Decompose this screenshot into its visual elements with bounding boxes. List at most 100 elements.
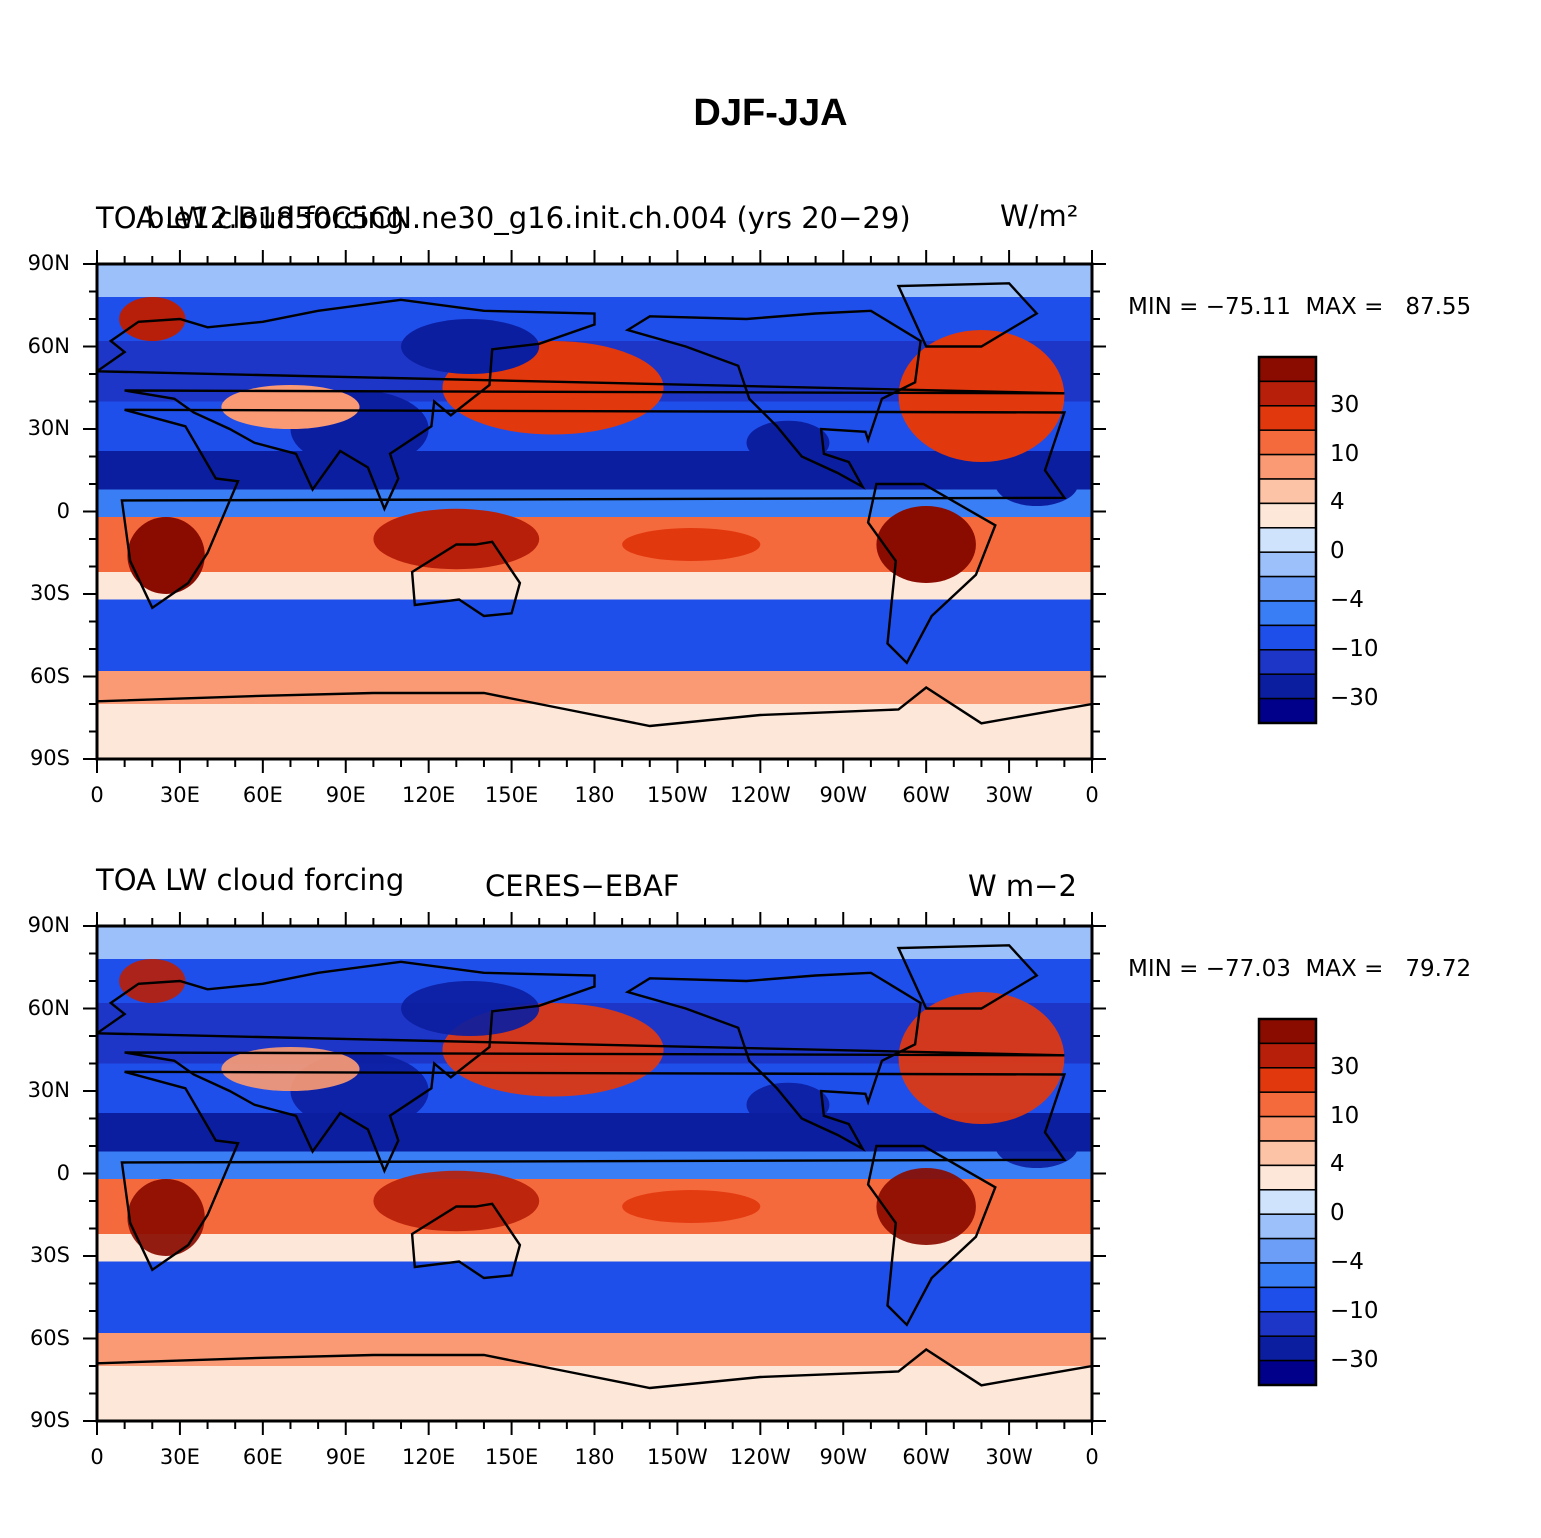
colorbar-box: [1258, 1189, 1317, 1215]
lon-label: 30E: [159, 1445, 200, 1469]
lat-label: 30S: [29, 1243, 70, 1267]
colorbar-label: 30: [1330, 391, 1360, 418]
colorbar-box: [1258, 527, 1317, 553]
lat-label: 90S: [29, 1408, 70, 1432]
colorbar-box: [1258, 380, 1317, 407]
lon-label: 0: [1085, 1445, 1099, 1469]
lat-label: 30S: [29, 581, 70, 605]
lat-label: 90N: [27, 251, 70, 275]
coastline: [896, 944, 1039, 1010]
coastline: [624, 309, 922, 490]
lat-label: 60S: [29, 1325, 70, 1350]
contour-region: [119, 959, 186, 1003]
coastline: [120, 1070, 1067, 1272]
lon-label: 90E: [325, 783, 366, 807]
colorbar-label: 4: [1330, 489, 1345, 516]
observation-panel: TOA LW cloud forcing CERES−EBAF W m−2 MI…: [0, 852, 1541, 1512]
lon-label: 180: [574, 783, 615, 807]
lat-label: 60N: [27, 995, 70, 1020]
colorbar-box: [1258, 649, 1317, 675]
colorbar-box: [1258, 356, 1317, 383]
contour-region: [995, 1124, 1079, 1168]
coastline: [97, 298, 1065, 512]
lon-label: 90E: [325, 1445, 366, 1469]
lon-label: 120W: [729, 783, 791, 807]
colorbar-box: [1258, 551, 1317, 578]
colorbar-label: −30: [1330, 684, 1379, 711]
contour-region: [401, 319, 540, 374]
colorbar-box: [1258, 1091, 1317, 1118]
colorbar-frame: [1257, 355, 1318, 725]
contour-region: [746, 1082, 830, 1127]
colorbar-label: −10: [1330, 635, 1379, 662]
contour-region: [119, 297, 186, 341]
coastline: [410, 540, 522, 618]
contour-region: [373, 1170, 540, 1232]
coastline: [410, 1202, 522, 1280]
colorbar-box: [1258, 1262, 1317, 1289]
colorbar-box: [1258, 405, 1317, 431]
colorbar-frame: [1257, 1017, 1318, 1387]
lat-label: 0: [56, 498, 70, 523]
lon-label: 120W: [729, 1445, 791, 1469]
lat-label: 0: [56, 1160, 70, 1185]
coastline: [97, 686, 1092, 728]
colorbar-box: [1258, 624, 1317, 651]
lat-label: 30N: [27, 1078, 70, 1102]
lon-label: 180: [574, 1445, 615, 1469]
colorbar-box: [1258, 453, 1317, 480]
contour-region: [127, 1179, 205, 1256]
colorbar-label: 4: [1330, 1151, 1345, 1178]
colorbar-label: −10: [1330, 1297, 1379, 1324]
coastline: [624, 971, 922, 1152]
panel-units: W/m²: [1000, 199, 1079, 233]
colorbar-box: [1258, 478, 1317, 505]
colorbar-box: [1258, 1042, 1317, 1069]
contour-region: [221, 1047, 360, 1091]
lat-label: 60S: [29, 663, 70, 688]
colorbar-label: 0: [1330, 1200, 1345, 1227]
contour-band: [97, 1261, 1092, 1333]
colorbar-box: [1258, 1286, 1317, 1313]
figure-title: DJF-JJA: [693, 92, 848, 134]
colorbar-label: −4: [1330, 1249, 1364, 1275]
colorbar-box: [1258, 1067, 1317, 1093]
colorbar-label: 10: [1330, 1102, 1360, 1129]
lat-label: 90N: [27, 913, 70, 937]
colorbar-label: 0: [1330, 538, 1345, 565]
contour-region: [898, 992, 1065, 1124]
lon-label: 120E: [401, 783, 456, 807]
panel-dataset-title: CERES−EBAF: [485, 869, 680, 903]
lon-label: 0: [1085, 783, 1099, 807]
colorbar-label: −4: [1330, 587, 1364, 613]
lon-label: 90W: [819, 783, 868, 807]
lon-label: 90W: [819, 1445, 868, 1469]
colorbar-box: [1258, 600, 1317, 627]
min-max-stats: MIN = −77.03 MAX = 79.72: [1128, 956, 1472, 982]
colorbar-box: [1258, 1164, 1317, 1191]
lon-label: 0: [90, 1445, 104, 1469]
coastline: [896, 282, 1039, 348]
lat-label: 60N: [27, 333, 70, 358]
model-panel: TOA LW cloud forcing b.e12.B1850C5CN.ne3…: [0, 190, 1541, 850]
colorbar-box: [1258, 429, 1317, 456]
coastline: [97, 960, 1065, 1174]
colorbar-box: [1258, 1359, 1317, 1386]
coastline: [866, 482, 997, 665]
lon-label: 30W: [985, 783, 1033, 807]
lon-label: 150E: [484, 1445, 539, 1469]
lat-label: 90S: [29, 746, 70, 770]
coastline: [97, 1348, 1092, 1390]
contour-band: [97, 451, 1092, 490]
colorbar-label: 30: [1330, 1053, 1360, 1080]
colorbar-box: [1258, 1140, 1317, 1167]
contour-band: [97, 1113, 1092, 1152]
lon-label: 30E: [159, 783, 200, 807]
contour-region: [876, 506, 976, 583]
lon-label: 30W: [985, 1445, 1033, 1469]
min-max-stats: MIN = −75.11 MAX = 87.55: [1128, 294, 1472, 320]
colorbar-box: [1258, 697, 1317, 724]
coastline: [866, 1144, 997, 1327]
contour-region: [876, 1168, 976, 1245]
contour-region: [221, 385, 360, 429]
